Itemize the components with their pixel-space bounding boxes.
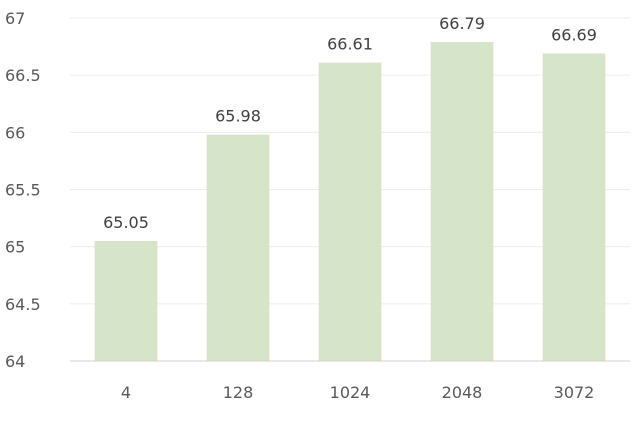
y-tick-label: 64 (5, 352, 25, 371)
bars (94, 42, 606, 362)
x-axis-tick-labels: 4 128 1024 2048 3072 (121, 383, 594, 402)
y-tick-label: 65 (5, 238, 25, 257)
bar-4 (94, 240, 158, 361)
x-tick-label: 1024 (330, 383, 371, 402)
data-label: 65.05 (103, 213, 149, 232)
x-tick-label: 4 (121, 383, 131, 402)
data-label: 65.98 (215, 107, 261, 126)
y-tick-label: 65.5 (5, 181, 41, 200)
data-labels: 65.05 65.98 66.61 66.79 66.69 (103, 14, 597, 232)
x-tick-label: 3072 (554, 383, 595, 402)
bar-3072 (542, 53, 606, 362)
bar-1024 (318, 62, 382, 362)
y-tick-label: 67 (5, 9, 25, 28)
bar-2048 (430, 42, 494, 361)
x-tick-label: 128 (223, 383, 254, 402)
y-tick-label: 64.5 (5, 295, 41, 314)
y-axis-tick-labels: 64 64.5 65 65.5 66 66.5 67 (5, 9, 41, 371)
data-label: 66.61 (327, 35, 373, 54)
x-tick-label: 2048 (442, 383, 483, 402)
y-tick-label: 66.5 (5, 66, 41, 85)
data-label: 66.79 (439, 14, 485, 33)
y-tick-label: 66 (5, 123, 25, 142)
data-label: 66.69 (551, 25, 597, 44)
bar-128 (206, 134, 270, 361)
